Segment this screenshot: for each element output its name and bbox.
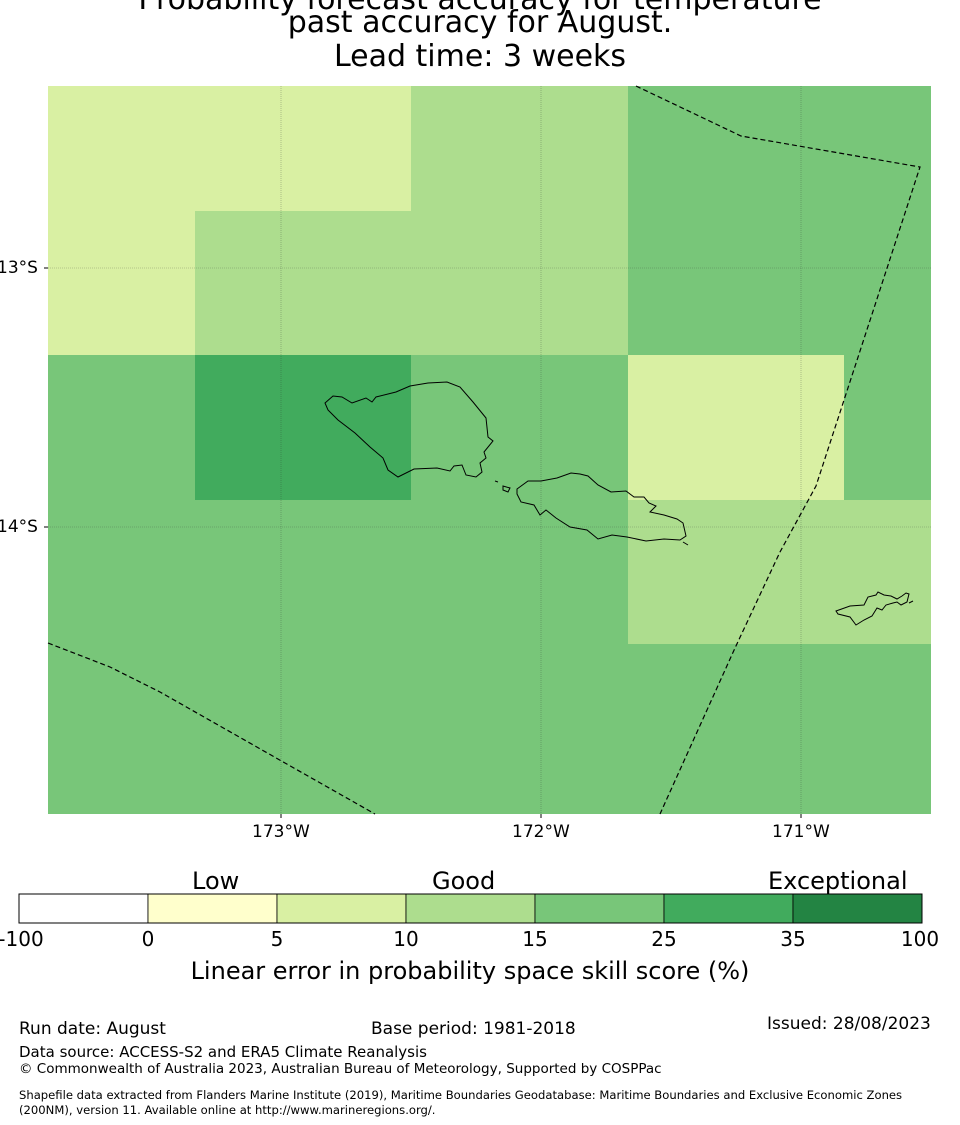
data-source: Data source: ACCESS-S2 and ERA5 Climate …	[19, 1043, 427, 1061]
colorbar-tick: 100	[900, 927, 940, 951]
grid-cell	[48, 644, 931, 814]
category-good: Good	[432, 867, 496, 895]
map-title-line-3: Lead time: 3 weeks	[333, 39, 627, 74]
grid-cell	[48, 86, 411, 211]
grid-cell	[48, 500, 628, 644]
colorbar-tick: 10	[393, 927, 419, 951]
map-title-line-1: Probability forecast accuracy for temper…	[0, 0, 960, 17]
colorbar-segment	[147, 893, 278, 924]
colorbar-tick: 15	[522, 927, 548, 951]
colorbar-segment	[276, 893, 407, 924]
lon-label-173w: 173°W	[252, 822, 310, 842]
upolu-island	[516, 472, 687, 542]
savaii-island	[324, 381, 494, 478]
colorbar-tick: 5	[270, 927, 284, 951]
category-exceptional: Exceptional	[768, 867, 908, 895]
grid-cell	[48, 211, 195, 355]
map-ticks	[44, 267, 802, 818]
colorbar-segment	[405, 893, 536, 924]
colorbar-frame	[18, 893, 923, 924]
map-title-line-2: past accuracy for August.	[287, 5, 673, 40]
shapefile-credit-line-2: (200NM), version 11. Available online at…	[19, 1103, 436, 1117]
colorbar	[18, 893, 923, 924]
grid-cell	[628, 500, 931, 644]
lon-label-172w: 172°W	[512, 822, 570, 842]
tutuila-island	[835, 591, 910, 626]
skill-grid	[48, 86, 931, 814]
issued-date: Issued: 28/08/2023	[767, 1014, 931, 1034]
grid-cell	[195, 211, 628, 355]
colorbar-segment	[663, 893, 794, 924]
base-period: Base period: 1981-2018	[371, 1019, 576, 1039]
manono-islet	[502, 485, 511, 493]
grid-cell	[48, 355, 195, 500]
grid-cell	[411, 86, 628, 211]
eez-boundaries	[47, 85, 921, 815]
grid-cell	[628, 211, 931, 355]
apolima-islet	[494, 480, 499, 483]
grid-cell	[628, 355, 844, 500]
grid-cell	[628, 86, 931, 211]
colorbar-title: Linear error in probability space skill …	[190, 957, 750, 985]
colorbar-segment	[18, 893, 149, 924]
coastlines	[324, 381, 914, 626]
grid-cell	[844, 355, 931, 500]
colorbar-tick: 35	[780, 927, 806, 951]
shapefile-credit-line-1: Shapefile data extracted from Flanders M…	[19, 1088, 903, 1102]
colorbar-tick: 0	[141, 927, 155, 951]
run-date: Run date: August	[19, 1019, 166, 1039]
colorbar-segment	[534, 893, 665, 924]
lat-label-14s: 14°S	[0, 517, 38, 537]
lat-label-13s: 13°S	[0, 258, 38, 278]
colorbar-tick: 25	[651, 927, 677, 951]
aunuu-islet	[908, 600, 914, 604]
grid-cell	[411, 355, 628, 500]
lon-label-171w: 171°W	[772, 822, 830, 842]
colorbar-tick: -100	[0, 927, 44, 951]
copyright: © Commonwealth of Australia 2023, Austra…	[19, 1061, 662, 1077]
graticule	[48, 86, 931, 814]
category-low: Low	[192, 867, 240, 895]
colorbar-segment	[792, 893, 923, 924]
upolu-east-point	[682, 541, 689, 546]
grid-cell	[195, 355, 411, 500]
